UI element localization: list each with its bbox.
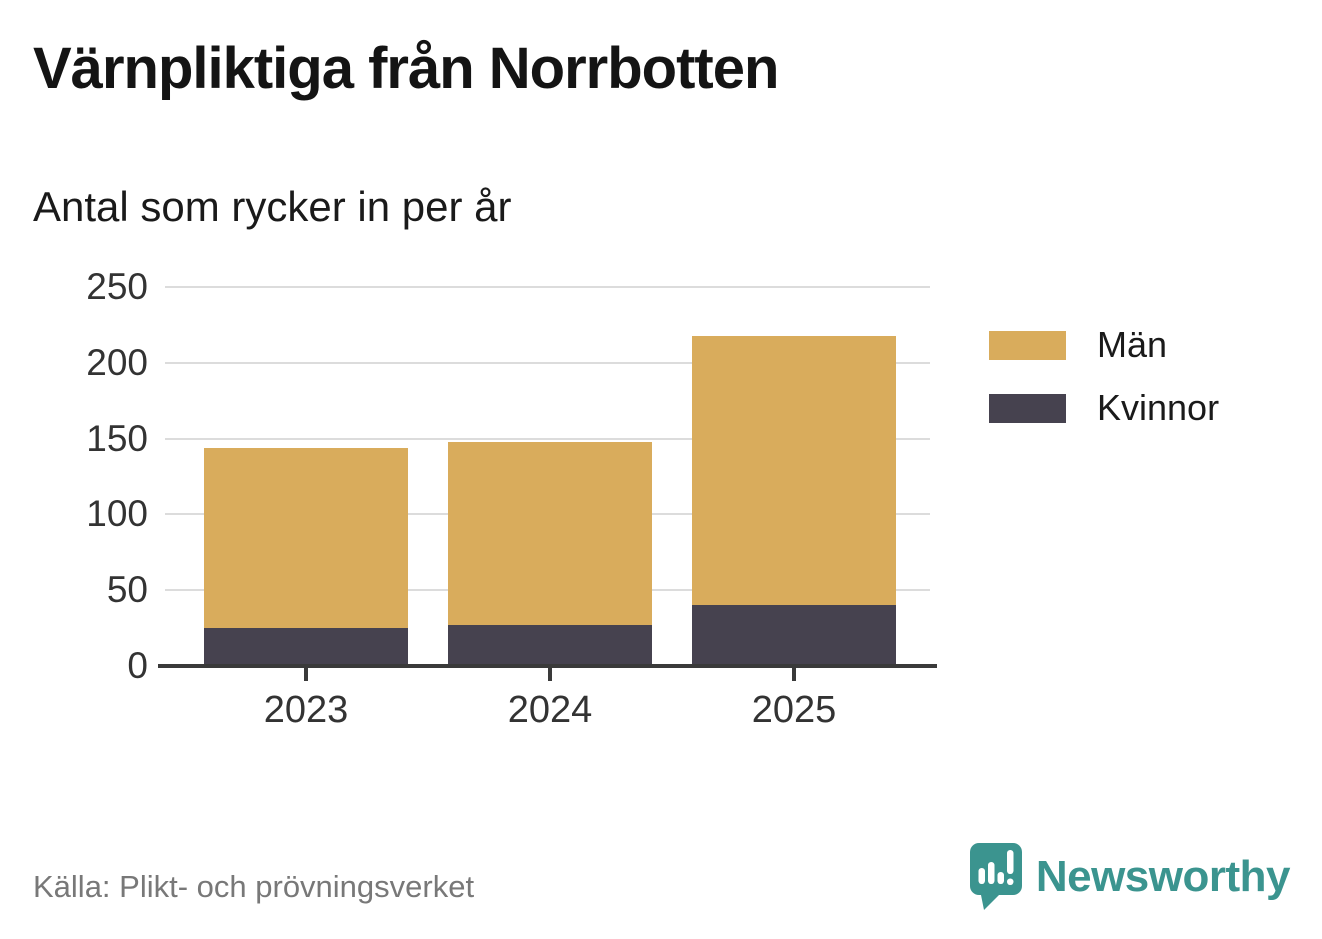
x-tick-label-2024: 2024 — [507, 689, 593, 731]
legend: Män Kvinnor — [989, 327, 1219, 426]
legend-label-kvinnor: Kvinnor — [1097, 387, 1220, 428]
gridline-200 — [165, 361, 930, 364]
bar-2025-man — [692, 335, 896, 606]
gridline-150 — [165, 437, 930, 440]
x-tick-label-2023: 2023 — [263, 689, 349, 731]
bar-2025-kvinnor — [692, 605, 896, 666]
y-tick-label-150: 150 — [86, 417, 148, 459]
chart-subtitle: Antal som rycker in per år — [33, 183, 512, 230]
legend-item-kvinnor: Kvinnor — [989, 390, 1219, 426]
brand-name: Newsworthy — [1035, 852, 1291, 901]
y-tick-label-0: 0 — [127, 645, 148, 686]
newsworthy-logo-icon — [969, 843, 1022, 910]
plot-area — [158, 286, 937, 681]
legend-item-man: Män — [989, 327, 1219, 363]
x-tick-2025 — [792, 668, 796, 681]
chart-title: Värnpliktiga från Norrbotten — [33, 36, 779, 101]
legend-label-man: Män — [1097, 324, 1168, 365]
gridline-250 — [165, 286, 930, 288]
x-axis-line — [158, 664, 937, 668]
bar-2024-man — [448, 441, 652, 626]
bar-2024-kvinnor — [448, 625, 652, 666]
x-tick-label-2025: 2025 — [751, 689, 837, 731]
y-tick-label-200: 200 — [86, 341, 148, 383]
source-note: Källa: Plikt- och prövningsverket — [33, 869, 475, 904]
legend-swatch-man — [989, 330, 1066, 360]
bar-2023-kvinnor — [204, 628, 408, 666]
y-tick-label-100: 100 — [86, 493, 148, 535]
bar-2023-man — [204, 447, 408, 629]
brand-footer: Newsworthy — [969, 842, 1291, 912]
x-tick-2023 — [304, 668, 308, 681]
y-tick-label-250: 250 — [86, 266, 148, 307]
x-tick-2024 — [548, 668, 552, 681]
legend-swatch-kvinnor — [989, 393, 1066, 423]
y-tick-label-50: 50 — [106, 569, 148, 611]
